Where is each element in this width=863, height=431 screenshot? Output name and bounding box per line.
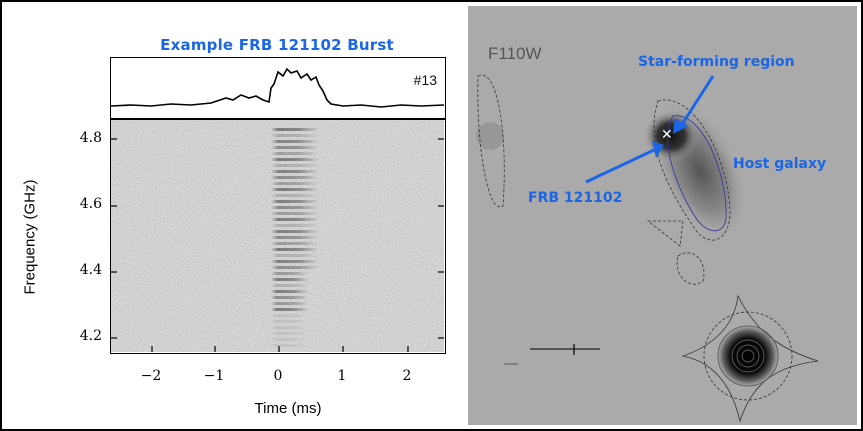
spectrum-band	[271, 332, 309, 335]
host-galaxy-label: Host galaxy	[733, 156, 827, 172]
spectrum-band	[271, 272, 309, 275]
spectrum-band	[271, 212, 319, 215]
y-tick-label: 4.2	[79, 328, 102, 344]
y-axis-label: Frequency (GHz)	[21, 179, 39, 295]
spectrum-band	[271, 284, 309, 287]
y-tick-label: 4.4	[79, 262, 102, 278]
burst-title: Example FRB 121102 Burst	[160, 36, 394, 54]
spectrum-band	[271, 218, 319, 221]
spectrum-band	[271, 152, 319, 155]
x-tick-label: 0	[273, 368, 283, 384]
spectrum-band	[271, 224, 319, 227]
spectrum-band	[271, 176, 319, 179]
frb-label: FRB 121102	[528, 190, 623, 206]
spectrum-band	[271, 326, 309, 329]
spectrum-band	[271, 140, 319, 143]
x-tick-label: 2	[402, 368, 412, 384]
x-tick-label: −1	[203, 368, 225, 384]
spectrum-band	[271, 158, 319, 161]
filter-label: F110W	[488, 44, 542, 63]
burst-number: #13	[413, 72, 437, 88]
y-tick-label: 4.8	[79, 130, 102, 146]
spectrum-band	[271, 296, 309, 299]
spectrum-band	[271, 128, 319, 131]
galaxy-field	[468, 6, 857, 425]
spectrum-band	[271, 188, 319, 191]
spectrum-band	[271, 308, 309, 311]
star-forming-region-label: Star-forming region	[638, 54, 795, 70]
spectrum-band	[271, 314, 309, 317]
spectrum-image	[111, 120, 444, 352]
y-tick-label: 4.6	[79, 196, 102, 212]
spectrum-band	[271, 260, 319, 263]
spectrum-band	[271, 254, 319, 257]
spectrum-band	[271, 320, 309, 323]
spectrum-band	[271, 242, 319, 245]
spectrum-band	[271, 344, 309, 347]
spectrum-band	[271, 266, 319, 269]
pulse-profile: #13	[110, 57, 446, 119]
spectrum-band	[271, 164, 319, 167]
dynamic-spectrum	[110, 119, 446, 354]
spectrum-band	[271, 236, 319, 239]
spectrum-band	[271, 200, 319, 203]
x-tick-label: −2	[140, 368, 162, 384]
spectrum-band	[271, 170, 319, 173]
host-galaxy-image: ✕ F110W Star-forming region Host galaxy …	[468, 6, 857, 425]
x-axis-label: Time (ms)	[254, 400, 322, 417]
spectrum-band	[271, 290, 309, 293]
spectrum-band	[271, 248, 319, 251]
pulse-profile-curve	[111, 67, 444, 108]
spectrum-band	[271, 134, 319, 137]
spectrum-band	[271, 338, 309, 341]
spectrum-band	[271, 182, 319, 185]
spectrum-band	[271, 230, 319, 233]
spectrum-band	[271, 206, 319, 209]
spectrum-band	[271, 194, 319, 197]
x-tick-label: 1	[337, 368, 347, 384]
axis-ticks	[111, 138, 444, 352]
spectrum-band	[271, 302, 309, 305]
x-marker-icon: ✕	[661, 127, 673, 143]
spectrum-band	[271, 278, 309, 281]
spectrum-band	[271, 146, 319, 149]
burst-panel: Example FRB 121102 Burst #13	[2, 2, 462, 429]
